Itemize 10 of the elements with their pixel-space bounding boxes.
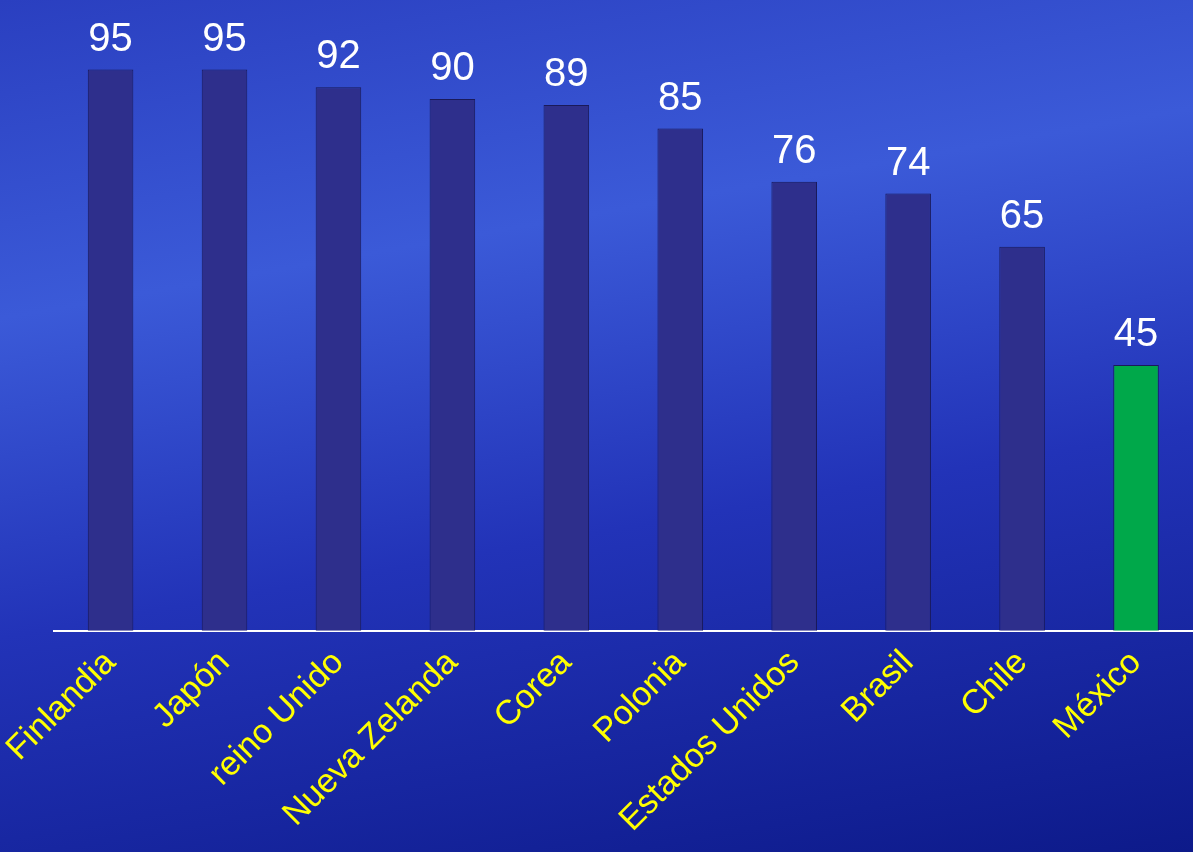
data-label: 95 (88, 14, 133, 59)
data-label: 76 (771, 126, 817, 171)
data-label: 45 (1113, 309, 1159, 354)
data-label: 89 (544, 50, 589, 95)
data-label: 90 (430, 44, 475, 89)
data-label: 65 (999, 191, 1045, 236)
data-label: 92 (316, 32, 361, 77)
data-label: 95 (202, 14, 247, 59)
data-label: 85 (658, 73, 703, 118)
data-label: 74 (885, 138, 931, 183)
